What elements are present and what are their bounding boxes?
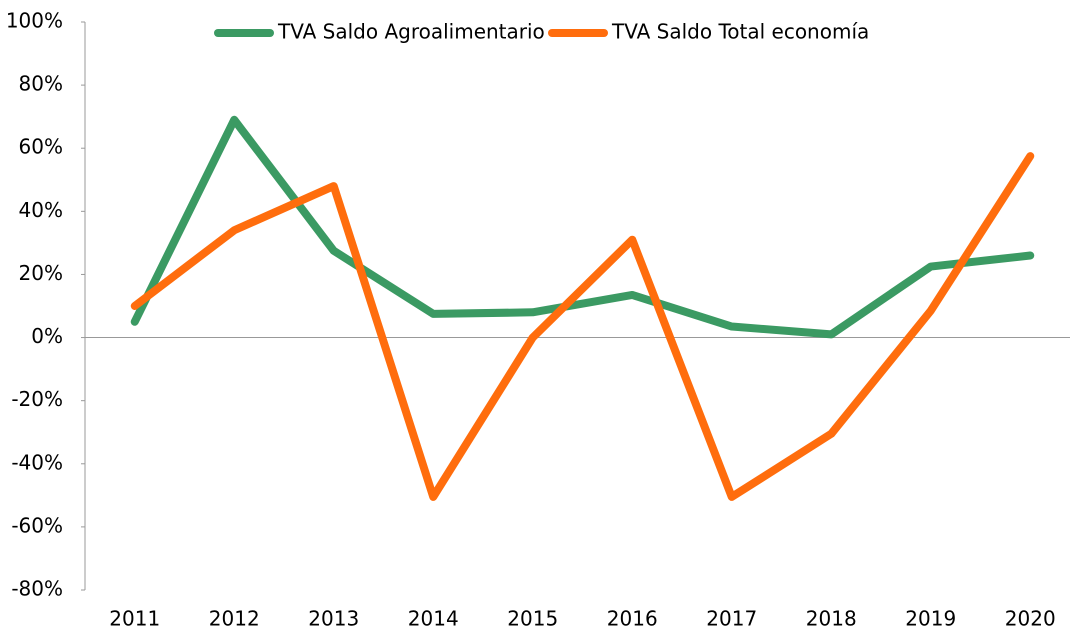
legend-label: TVA Saldo Total economía: [611, 20, 869, 44]
series-line: [130, 115, 1035, 339]
x-tick-label: 2011: [109, 607, 160, 630]
series-line: [130, 152, 1035, 501]
y-tick-label: 40%: [19, 198, 63, 222]
x-tick-label: 2015: [507, 607, 558, 630]
y-tick-label: 20%: [19, 261, 63, 285]
y-tick-label: 100%: [6, 9, 63, 33]
x-tick-label: 2020: [1005, 607, 1056, 630]
y-tick-label: 0%: [31, 324, 63, 348]
x-tick-label: 2016: [607, 607, 658, 630]
legend-label: TVA Saldo Agroalimentario: [277, 20, 545, 44]
x-tick-label: 2012: [209, 607, 260, 630]
x-tick-label: 2018: [806, 607, 857, 630]
x-tick-label: 2019: [905, 607, 956, 630]
y-tick-label: 60%: [19, 135, 63, 159]
x-tick-label: 2013: [308, 607, 359, 630]
y-tick-label: -20%: [11, 387, 63, 411]
x-tick-label: 2017: [706, 607, 757, 630]
y-tick-label: -40%: [11, 450, 63, 474]
x-tick-label: 2014: [408, 607, 459, 630]
y-tick-label: -80%: [11, 577, 63, 601]
y-tick-label: -60%: [11, 513, 63, 537]
y-tick-label: 80%: [19, 72, 63, 96]
